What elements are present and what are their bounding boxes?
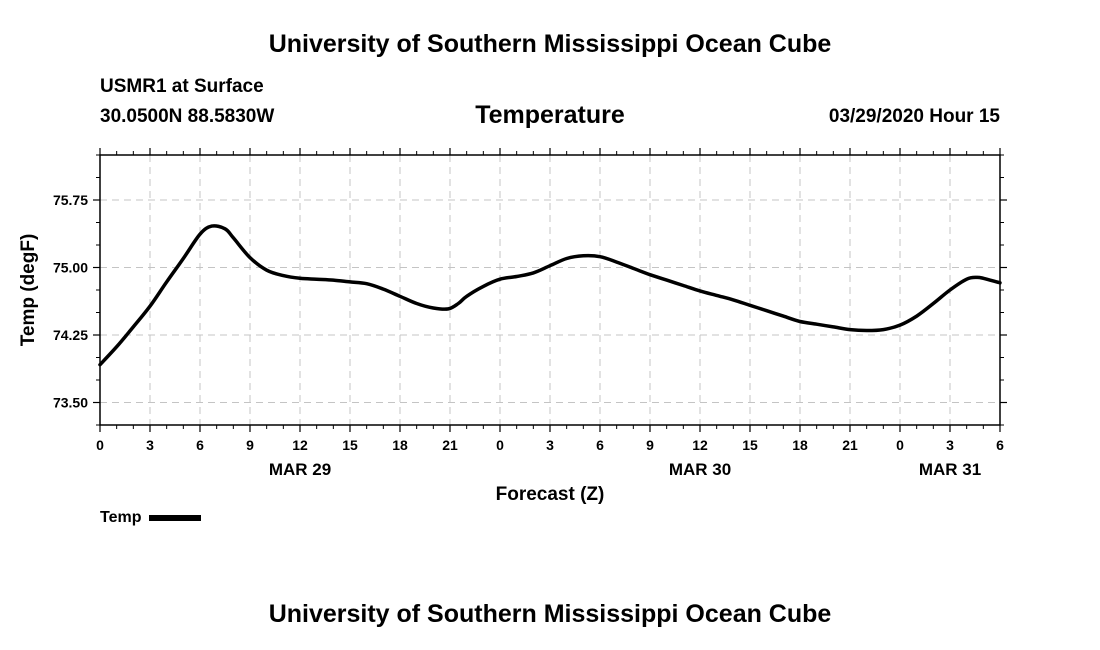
x-tick-label: 15 <box>342 437 358 453</box>
grid-lines <box>100 155 1000 425</box>
x-tick-label: 12 <box>692 437 708 453</box>
x-tick-label: 18 <box>792 437 808 453</box>
x-tick-label: 3 <box>946 437 954 453</box>
day-label: MAR 31 <box>919 460 981 479</box>
x-tick-label: 6 <box>996 437 1004 453</box>
y-tick-label: 75.00 <box>53 260 88 276</box>
x-tick-label: 12 <box>292 437 308 453</box>
x-tick-label: 15 <box>742 437 758 453</box>
organization-title: University of Southern Mississippi Ocean… <box>268 30 832 58</box>
y-tick-label: 75.75 <box>53 192 88 208</box>
major-ticks <box>93 148 1007 432</box>
coordinates-label: 30.0500N 88.5830W <box>100 106 275 127</box>
x-tick-label: 0 <box>896 437 904 453</box>
datetime-label: 03/29/2020 Hour 15 <box>828 106 1000 127</box>
day-labels: MAR 29 MAR 30 MAR 31 <box>269 460 981 479</box>
plot-frame <box>99 154 1001 426</box>
x-tick-label: 3 <box>546 437 554 453</box>
x-tick-label: 21 <box>442 437 458 453</box>
y-tick-label: 73.50 <box>53 395 88 411</box>
legend-label: Temp <box>100 509 142 526</box>
legend-swatch <box>149 515 202 521</box>
x-axis-label: Forecast (Z) <box>496 484 605 505</box>
x-tick-label: 3 <box>146 437 154 453</box>
y-tick-labels: 73.50 74.25 75.00 75.75 <box>53 192 88 411</box>
footer-organization-title: University of Southern Mississippi Ocean… <box>268 600 832 628</box>
x-tick-label: 6 <box>596 437 604 453</box>
x-tick-label: 0 <box>496 437 504 453</box>
x-tick-label: 18 <box>392 437 408 453</box>
y-tick-label: 74.25 <box>53 327 88 343</box>
x-tick-label: 21 <box>842 437 858 453</box>
x-tick-label: 0 <box>96 437 104 453</box>
y-axis-label: Temp (degF) <box>18 234 39 347</box>
plot-title: Temperature <box>475 101 625 129</box>
legend: Temp <box>100 509 202 527</box>
station-label: USMR1 at Surface <box>100 76 264 97</box>
x-tick-label: 9 <box>246 437 254 453</box>
x-tick-label: 9 <box>646 437 654 453</box>
day-label: MAR 29 <box>269 460 331 479</box>
day-label: MAR 30 <box>669 460 731 479</box>
x-tick-label: 6 <box>196 437 204 453</box>
x-tick-labels: 0 3 6 9 12 15 18 21 0 3 6 9 12 15 18 21 0 3 6 <box>96 437 1004 453</box>
series-line-temp <box>98 224 1002 367</box>
